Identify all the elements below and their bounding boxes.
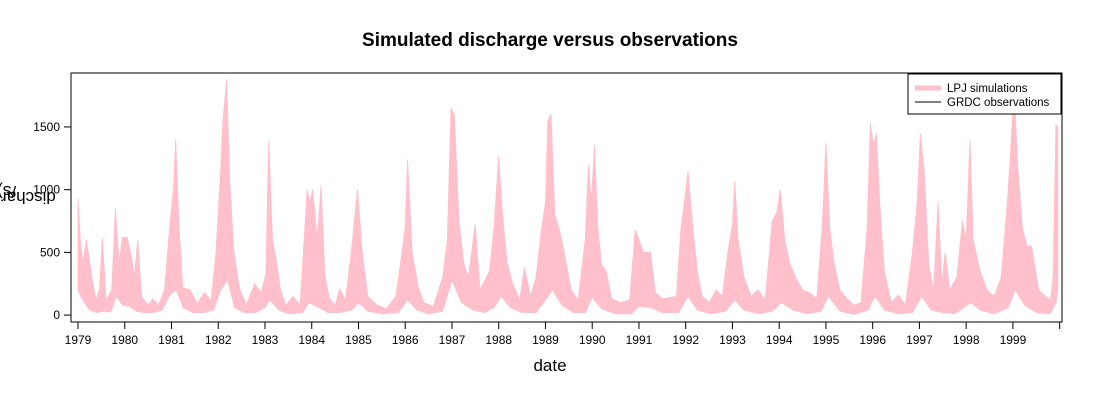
y-axis: 0 500 1000 1500 — [33, 120, 71, 322]
y-tick-label: 500 — [40, 245, 60, 259]
x-tick-label: 1993 — [719, 333, 746, 347]
x-tick-label: 1979 — [65, 333, 92, 347]
x-tick-label: 1985 — [345, 333, 372, 347]
x-tick-label: 1983 — [252, 333, 279, 347]
x-tick-label: 1995 — [813, 333, 840, 347]
x-tick-label: 1997 — [906, 333, 933, 347]
x-tick-label: 1986 — [392, 333, 419, 347]
y-tick-label: 1500 — [33, 120, 60, 134]
legend-label-grdc: GRDC observations — [947, 97, 1050, 109]
x-tick-label: 1982 — [205, 333, 232, 347]
x-tick-label: 1988 — [485, 333, 512, 347]
x-tick-label: 1998 — [953, 333, 980, 347]
x-tick-label: 1987 — [439, 333, 466, 347]
x-tick-label: 1999 — [1000, 333, 1027, 347]
band-layer — [77, 79, 1059, 315]
x-tick-label: 1996 — [859, 333, 886, 347]
x-tick-label: 1990 — [579, 333, 606, 347]
legend: LPJ simulations GRDC observations — [907, 73, 1062, 115]
x-tick-label: 1980 — [111, 333, 138, 347]
x-tick-label: 1989 — [532, 333, 559, 347]
y-tick-label: 0 — [53, 308, 60, 322]
lpj-simulation-band — [77, 79, 1059, 315]
x-tick-label: 1992 — [672, 333, 699, 347]
y-axis-label-tail: /s) — [0, 181, 17, 201]
x-tick-label: 1994 — [766, 333, 793, 347]
x-axis: 1979 1980 1981 1982 1983 1984 1985 1986 1987 1988… — [65, 321, 1061, 347]
x-tick-label: 1991 — [626, 333, 653, 347]
y-tick-label: 1000 — [33, 183, 60, 197]
legend-box — [907, 73, 1062, 115]
x-axis-label: date — [533, 356, 567, 375]
chart-title: Simulated discharge versus observations — [362, 30, 738, 51]
x-tick-label: 1984 — [298, 333, 325, 347]
x-tick-label: 1981 — [158, 333, 185, 347]
legend-label-lpj: LPJ simulations — [947, 83, 1028, 95]
